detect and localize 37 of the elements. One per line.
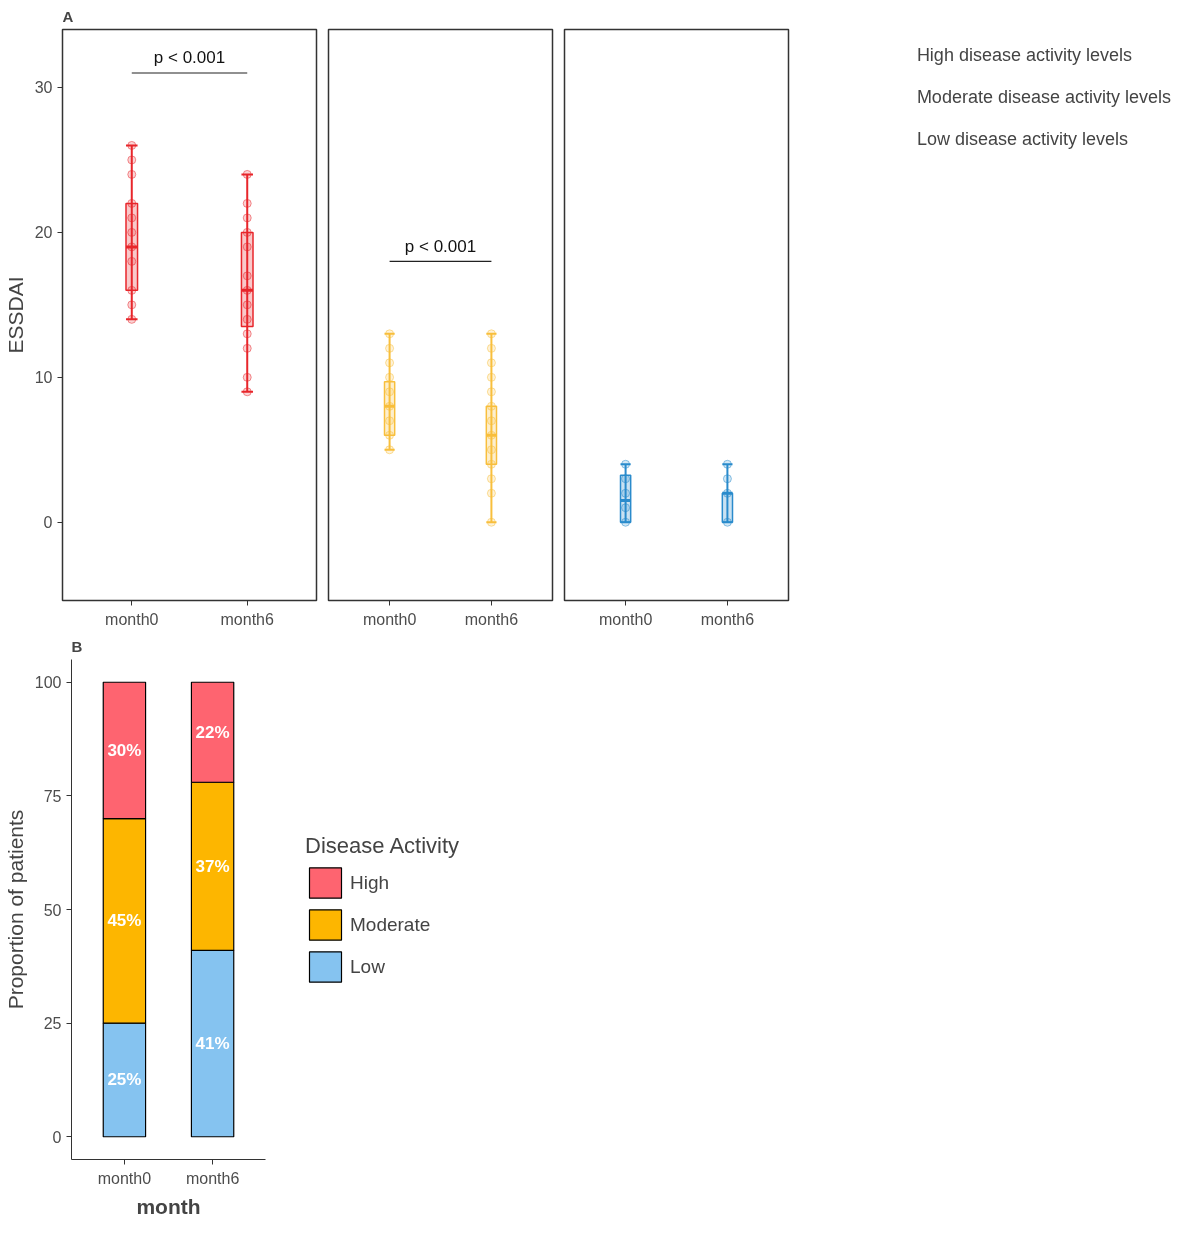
y-tick-label: 75 xyxy=(43,787,62,805)
x-tick-label: month0 xyxy=(362,610,417,628)
chart-title: A xyxy=(62,7,74,25)
legend-label: Moderate xyxy=(350,913,431,936)
y-tick-label: 100 xyxy=(34,674,62,692)
legend-label: High xyxy=(350,871,390,894)
data-label: 41% xyxy=(195,1034,230,1054)
x-tick-label: month0 xyxy=(105,610,159,628)
x-axis-title: month xyxy=(136,1194,201,1218)
y-tick-label: 25 xyxy=(43,1015,62,1033)
legend-title: Disease Activity xyxy=(305,832,460,859)
x-tick-label: month0 xyxy=(97,1169,152,1187)
y-tick-label: 0 xyxy=(43,514,53,532)
y-tick-label: 50 xyxy=(43,901,62,919)
chart-title: B xyxy=(71,637,83,655)
y-axis-title: Proportion of patients xyxy=(3,809,27,1010)
annotation: p < 0.001 xyxy=(404,236,477,256)
y-tick-label: 20 xyxy=(34,224,53,242)
x-tick-label: month6 xyxy=(220,610,275,628)
y-tick-label: 10 xyxy=(34,369,53,387)
x-tick-label: month0 xyxy=(598,610,653,628)
data-label: 25% xyxy=(107,1070,142,1090)
x-tick-label: month6 xyxy=(185,1169,240,1187)
legend-label: Low xyxy=(350,955,385,978)
y-tick-label: 0 xyxy=(52,1128,62,1146)
text: Low disease activity levels xyxy=(916,128,1128,150)
y-axis-title: ESSDAI xyxy=(3,276,27,354)
data-label: 22% xyxy=(195,722,230,742)
y-tick-label: 30 xyxy=(34,79,53,97)
x-tick-label: month6 xyxy=(464,610,519,628)
data-label: 30% xyxy=(107,740,142,760)
text: Moderate disease activity levels xyxy=(916,86,1171,108)
data-label: 45% xyxy=(107,911,142,931)
text: High disease activity levels xyxy=(916,44,1132,66)
x-tick-label: month6 xyxy=(700,610,755,628)
data-label: 37% xyxy=(195,856,230,876)
annotation: p < 0.001 xyxy=(153,48,226,68)
